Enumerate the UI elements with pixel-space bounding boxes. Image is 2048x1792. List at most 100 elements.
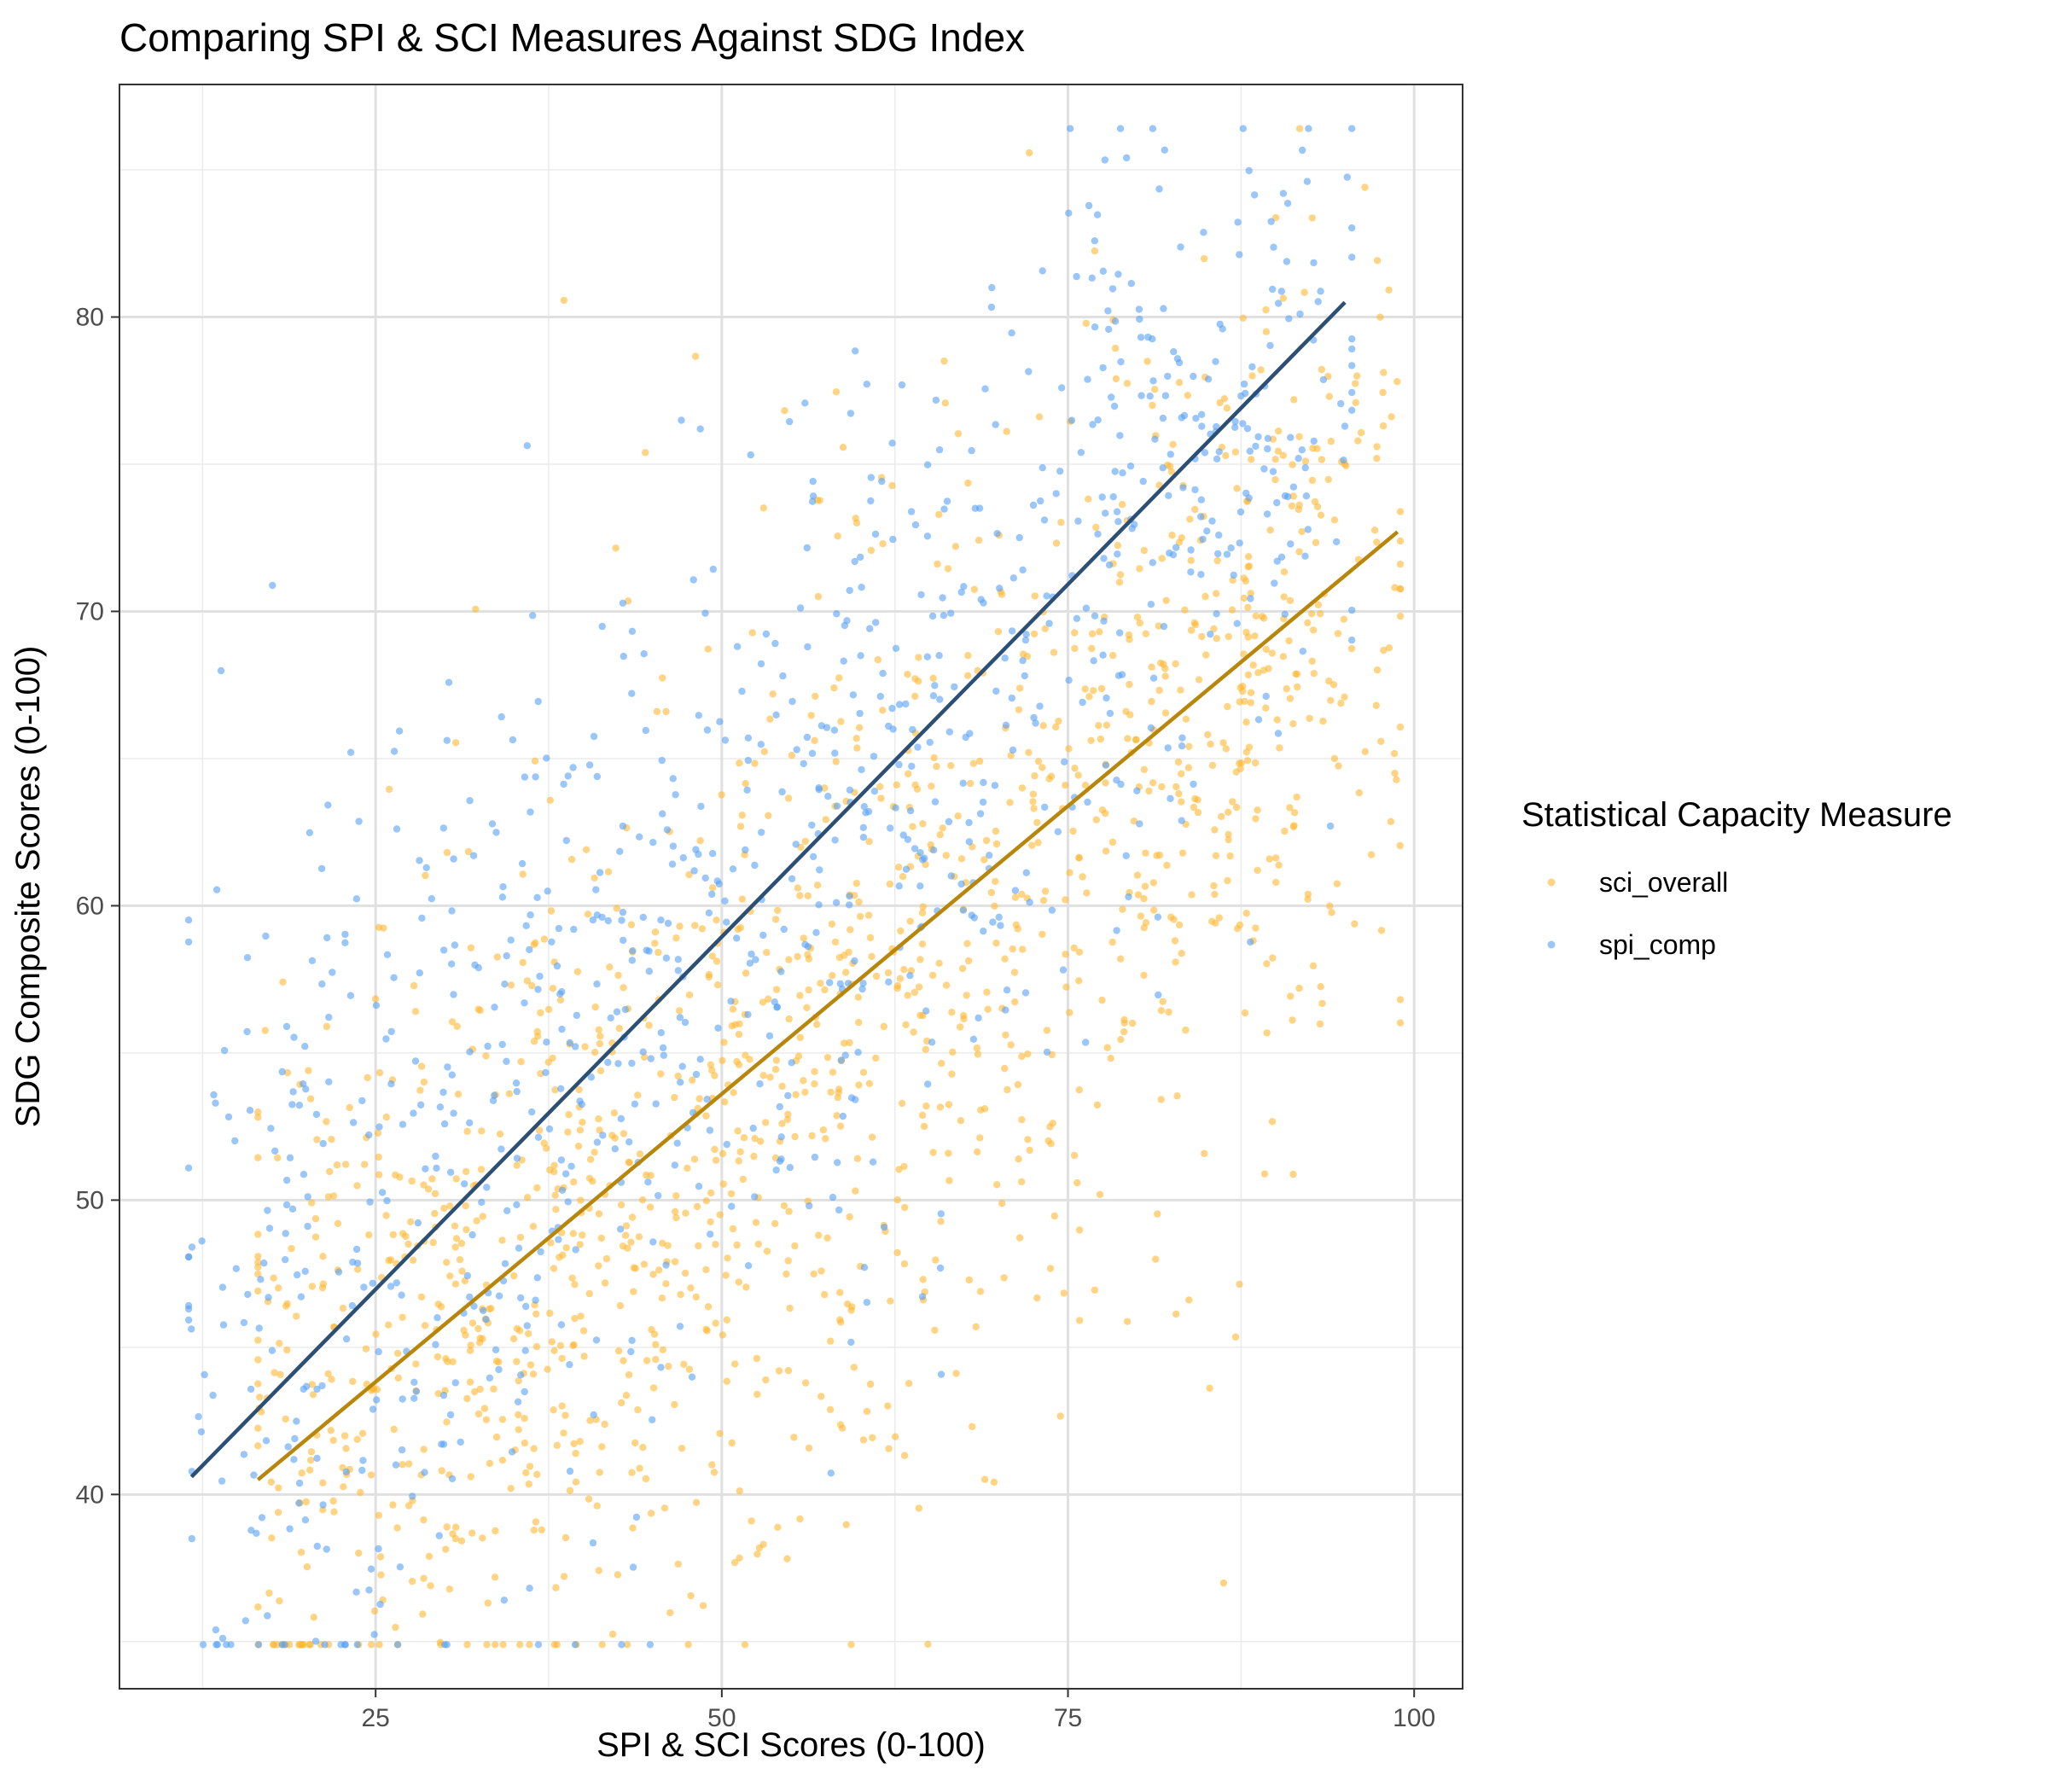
data-point [317, 864, 326, 873]
data-point [325, 1078, 333, 1086]
data-point [832, 388, 841, 396]
data-point [1262, 305, 1270, 314]
data-point [1110, 402, 1119, 410]
data-point [1033, 818, 1041, 827]
data-point [729, 1225, 737, 1233]
data-point [509, 1335, 518, 1343]
data-point [616, 1225, 625, 1233]
data-point [276, 1340, 283, 1347]
data-point [1108, 938, 1116, 946]
data-point [1380, 369, 1388, 376]
data-point [1073, 272, 1080, 281]
data-point [932, 396, 940, 404]
data-point [1224, 702, 1231, 711]
data-point [863, 1299, 871, 1306]
data-point [254, 1380, 262, 1388]
data-point [201, 1370, 208, 1379]
data-point [284, 1443, 292, 1451]
data-point [595, 1026, 602, 1034]
data-point [375, 1068, 384, 1077]
data-point [723, 1377, 730, 1385]
data-point [749, 1124, 757, 1132]
data-point [521, 1388, 528, 1396]
data-point [547, 907, 556, 915]
data-point [1244, 671, 1253, 679]
data-point [1036, 702, 1044, 710]
data-point [1099, 267, 1108, 275]
data-point [867, 497, 875, 505]
data-point [329, 1497, 337, 1505]
data-point [812, 928, 820, 937]
data-point [785, 956, 793, 963]
data-point [796, 992, 804, 999]
data-point [544, 887, 551, 895]
data-point [735, 1157, 742, 1165]
data-point [1075, 1226, 1084, 1234]
data-point [673, 1139, 681, 1147]
data-point [457, 1438, 464, 1446]
data-point [1213, 610, 1220, 618]
data-point [995, 913, 1003, 922]
data-point [931, 682, 939, 689]
data-point [924, 1080, 932, 1088]
data-point [1002, 721, 1010, 729]
data-point [1308, 476, 1317, 485]
data-point [1011, 887, 1020, 894]
data-point [601, 1420, 608, 1428]
data-point [1178, 817, 1185, 824]
data-point [708, 850, 717, 858]
data-point [931, 798, 940, 806]
data-point [852, 1187, 859, 1195]
data-point [1050, 1212, 1059, 1220]
data-point [1312, 538, 1320, 546]
data-point [309, 1391, 317, 1399]
data-point [1304, 890, 1312, 899]
data-point [375, 1347, 382, 1356]
data-point [212, 1626, 220, 1634]
data-point [957, 855, 966, 863]
data-point [837, 1056, 845, 1064]
x-tick-label: 50 [707, 1704, 736, 1732]
data-point [448, 907, 456, 915]
data-point [646, 1203, 655, 1211]
data-point [1263, 510, 1271, 518]
data-point [1348, 362, 1356, 369]
data-point [863, 381, 870, 388]
data-point [505, 1090, 514, 1097]
data-point [1265, 855, 1273, 863]
data-point [355, 817, 363, 825]
data-point [689, 576, 697, 584]
data-point [678, 416, 685, 424]
data-point [970, 585, 979, 593]
data-point [765, 812, 772, 819]
data-point [620, 1357, 627, 1364]
data-point [449, 1358, 457, 1366]
data-point [1308, 610, 1316, 618]
data-point [462, 1331, 469, 1339]
data-point [1157, 1096, 1165, 1103]
data-point [1318, 365, 1326, 374]
data-point [860, 1264, 869, 1271]
data-point [577, 1312, 585, 1320]
data-point [992, 877, 999, 886]
data-point [1254, 669, 1262, 677]
data-point [1178, 849, 1187, 857]
data-point [1262, 704, 1270, 712]
data-point [445, 1585, 453, 1593]
data-point [1333, 538, 1341, 546]
data-point [399, 1395, 406, 1403]
trend-line-sci-overall [256, 530, 1399, 1481]
data-point [889, 535, 897, 544]
data-point [1149, 559, 1157, 567]
data-point [1199, 535, 1207, 544]
data-point [486, 1459, 494, 1468]
data-point [288, 1101, 296, 1108]
data-point [377, 1571, 385, 1579]
data-point [1269, 954, 1277, 962]
data-point [265, 1589, 273, 1597]
data-point [1140, 765, 1149, 773]
data-point [853, 744, 861, 752]
data-point [604, 1058, 612, 1067]
data-point [1130, 817, 1138, 825]
data-point [1287, 540, 1295, 548]
